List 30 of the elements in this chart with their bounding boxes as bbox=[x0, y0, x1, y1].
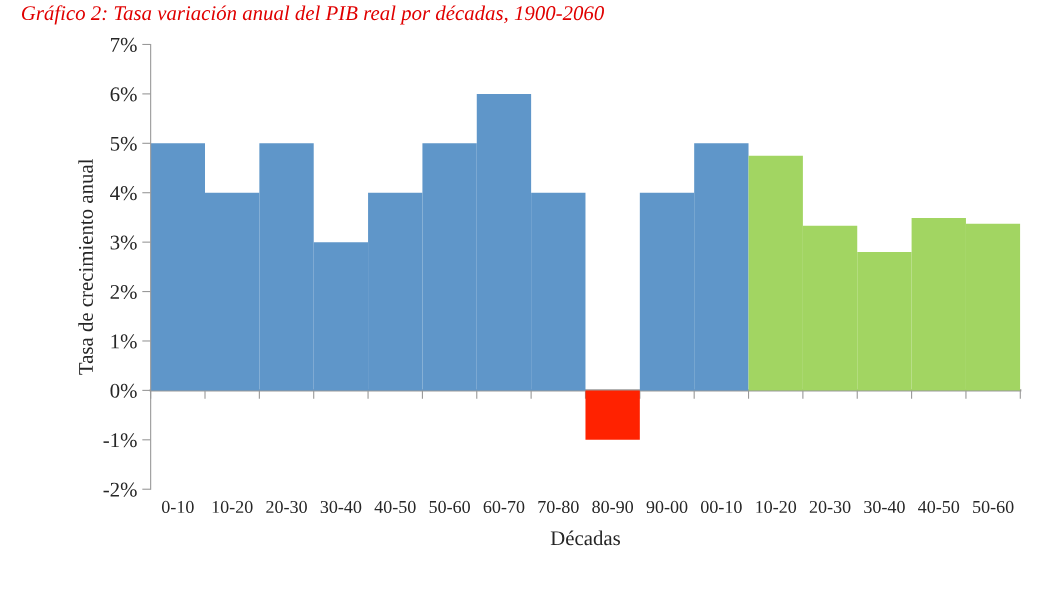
x-axis-title: Décadas bbox=[550, 530, 620, 546]
x-tick-label: 20-30 bbox=[809, 500, 851, 514]
y-tick-label: 0% bbox=[110, 383, 137, 398]
x-tick-label: 20-30 bbox=[266, 500, 307, 514]
x-tick-label: 60-70 bbox=[483, 500, 525, 514]
chart-title: Gráfico 2: Tasa variación anual del PIB real por décadas, 1900-2060 bbox=[21, 5, 604, 25]
y-tick-label: -2% bbox=[103, 482, 137, 497]
x-tick-label: 0-10 bbox=[161, 500, 194, 514]
y-tick-label: 3% bbox=[110, 235, 137, 250]
x-tick-label: 90-00 bbox=[646, 500, 688, 514]
x-tick-label: 50-60 bbox=[429, 500, 470, 514]
y-tick-label: 7% bbox=[111, 37, 137, 52]
x-tick-label: 30-40 bbox=[864, 500, 905, 514]
bar bbox=[585, 390, 640, 440]
x-tick-label: 30-40 bbox=[320, 500, 362, 514]
y-tick-label: 5% bbox=[110, 136, 137, 151]
x-tick-label: 10-20 bbox=[756, 500, 797, 514]
x-tick-label: 80-90 bbox=[592, 500, 634, 514]
y-tick-label: 4% bbox=[110, 186, 137, 201]
y-tick-label: 2% bbox=[110, 284, 137, 300]
x-tick-label: 40-50 bbox=[918, 500, 960, 514]
x-tick-label: 50-60 bbox=[973, 500, 1014, 514]
x-tick-label: 70-80 bbox=[538, 500, 579, 514]
x-tick-label: 40-50 bbox=[374, 500, 416, 514]
x-tick-label: 10-20 bbox=[212, 500, 253, 514]
y-tick-label: 1% bbox=[111, 334, 137, 349]
y-axis-title: Tasa de crecimiento anual bbox=[78, 158, 93, 375]
y-tick-label: 6% bbox=[110, 87, 137, 102]
x-tick-label: 00-10 bbox=[700, 500, 742, 514]
y-tick-label: -1% bbox=[103, 433, 137, 448]
